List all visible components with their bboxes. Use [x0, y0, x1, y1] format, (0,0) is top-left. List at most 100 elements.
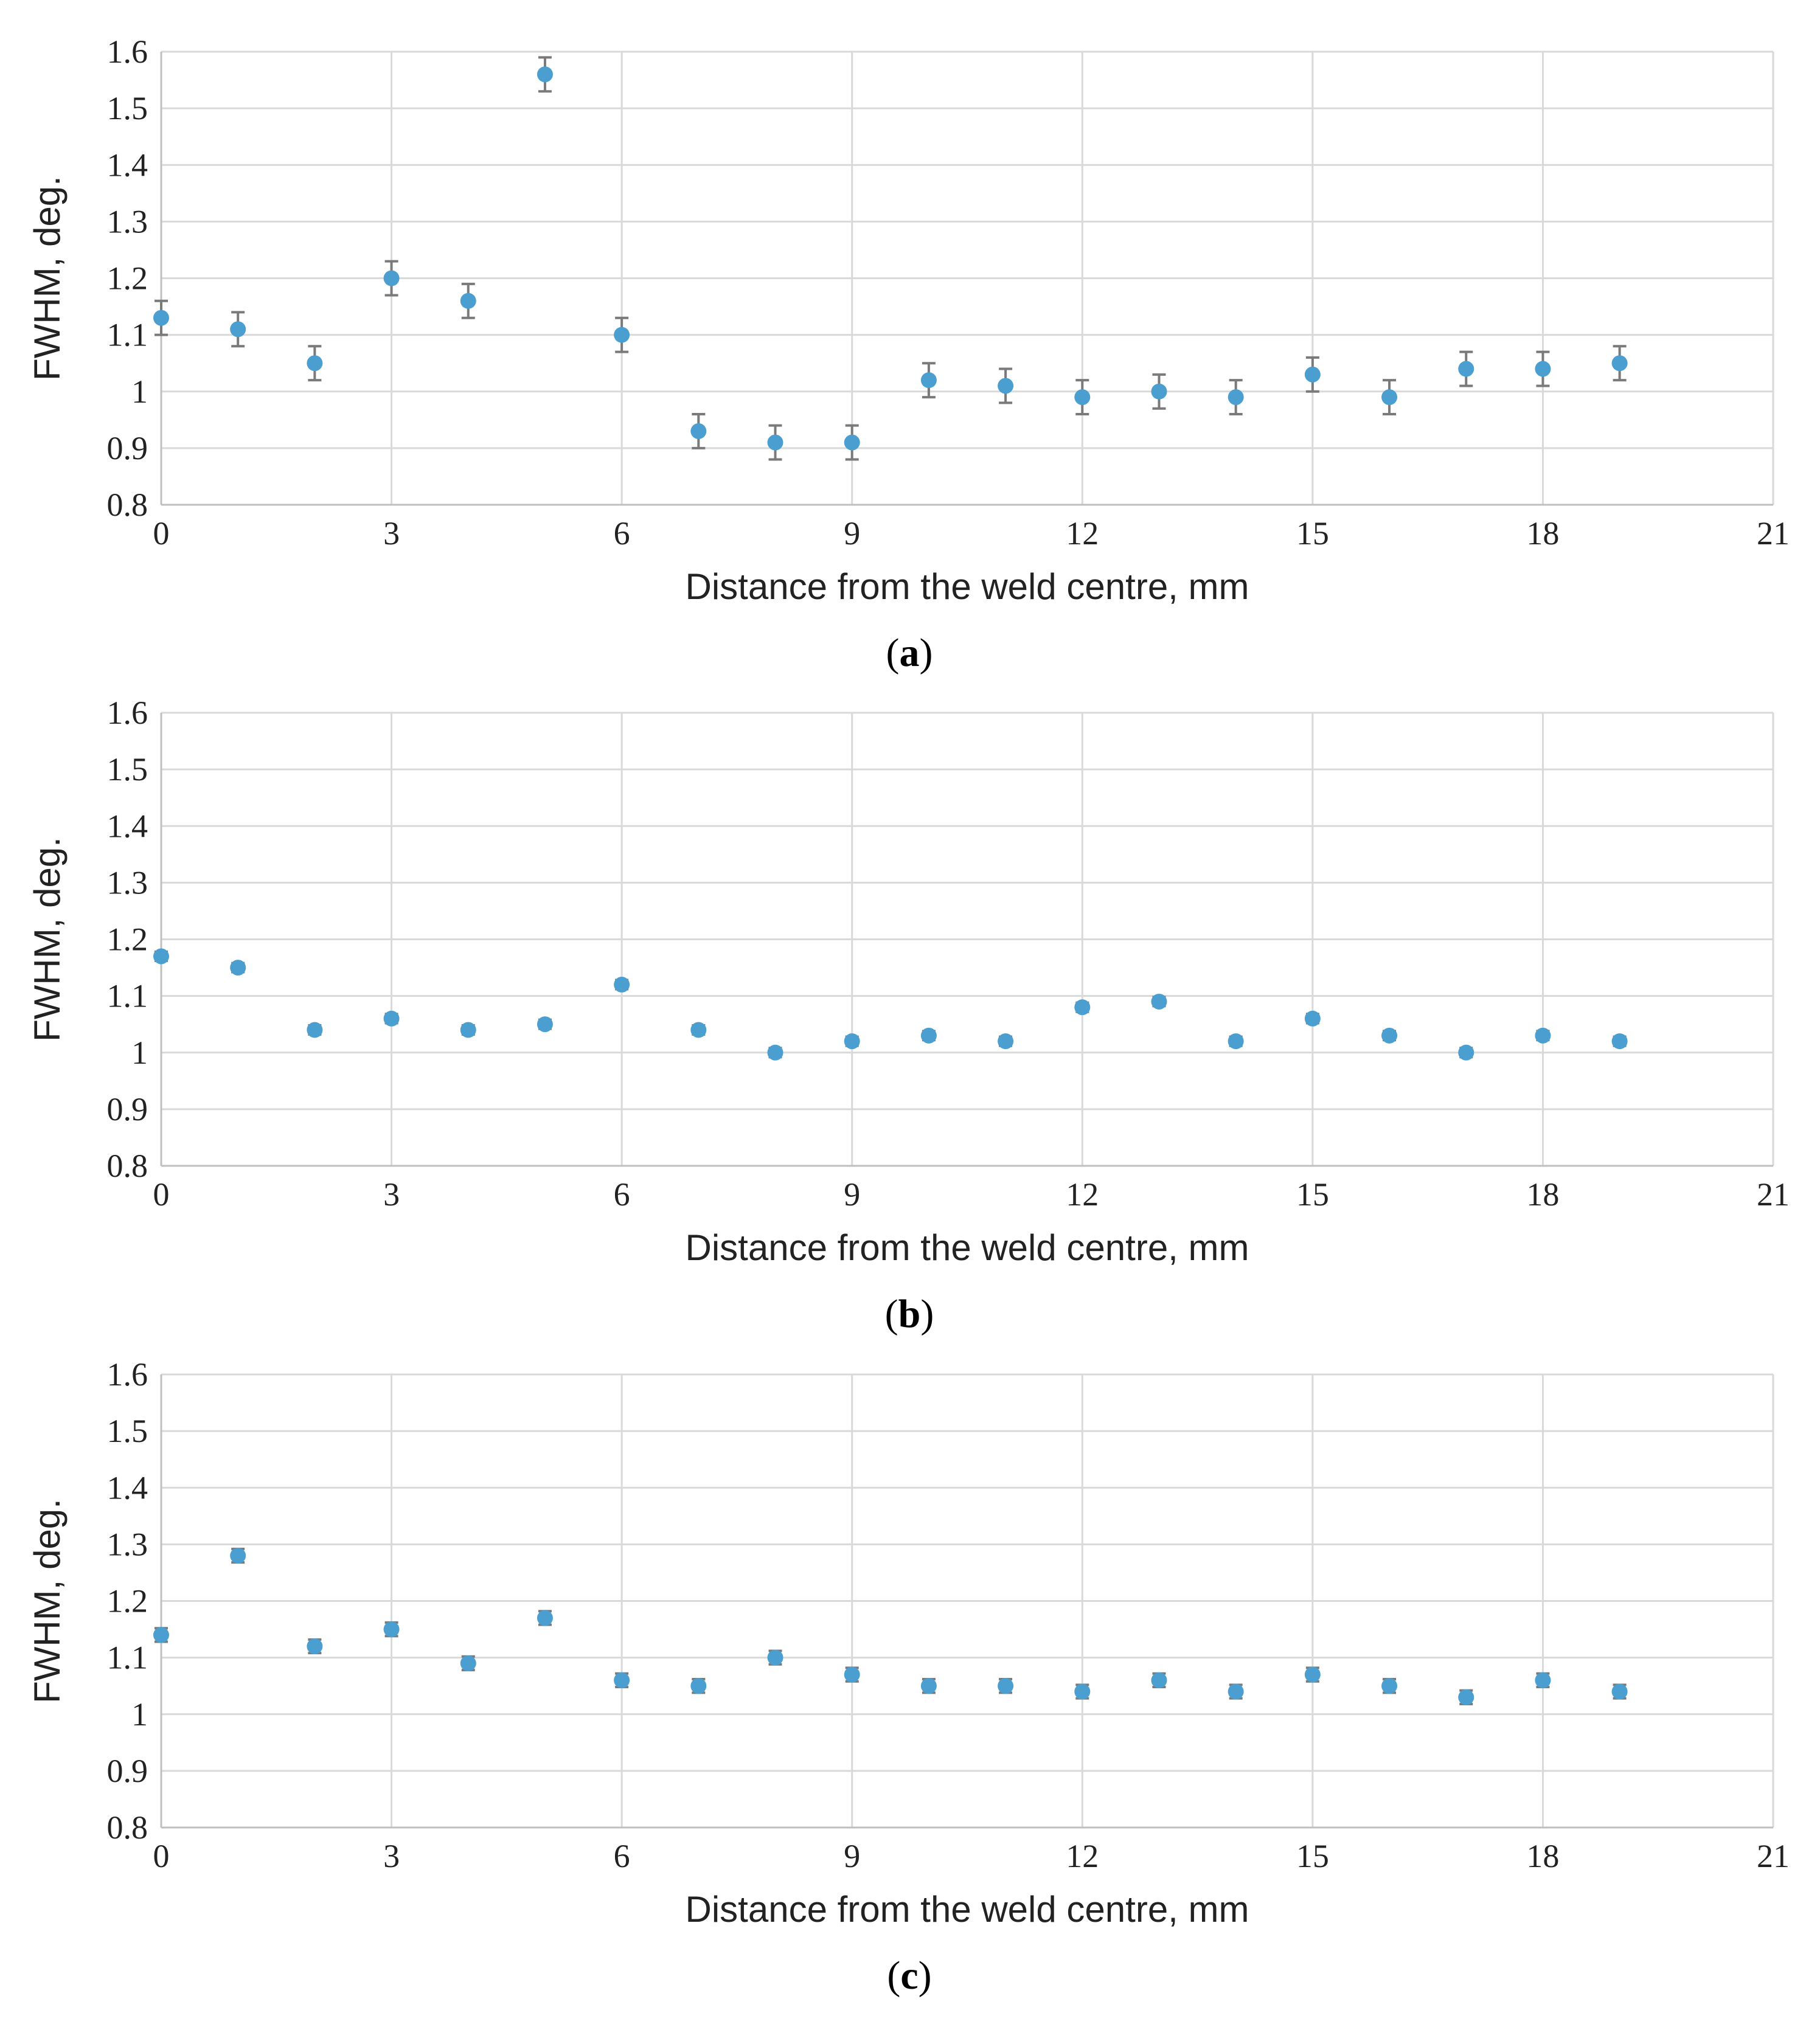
data-point: [1074, 999, 1091, 1016]
y-tick-label: 0.9: [107, 1753, 148, 1789]
data-point-group: [153, 1627, 169, 1643]
data-point: [1151, 1672, 1167, 1688]
data-point-group: [1304, 1010, 1321, 1027]
data-point-group: [998, 1033, 1014, 1050]
x-tick-label: 18: [1526, 515, 1559, 552]
data-point-group: [460, 282, 476, 319]
y-tick-label: 0.8: [107, 487, 148, 523]
data-point: [690, 423, 707, 439]
data-point-group: [1228, 1033, 1244, 1050]
x-tick-label: 12: [1066, 1176, 1099, 1213]
data-point-group: [1074, 379, 1091, 415]
data-point-group: [383, 1010, 400, 1027]
y-tick-label: 1.1: [107, 978, 148, 1014]
data-point-group: [690, 1678, 707, 1694]
data-point-group: [844, 1033, 860, 1050]
data-point-group: [1304, 356, 1321, 393]
data-point: [844, 1666, 860, 1683]
data-point-group: [1535, 1672, 1551, 1689]
data-point: [1304, 1010, 1321, 1027]
y-axis-title: FWHM, deg.: [27, 837, 68, 1042]
panel-label: (b): [885, 1292, 934, 1336]
data-point-group: [460, 1022, 476, 1038]
y-tick-label: 1.5: [107, 751, 148, 788]
data-point-group: [537, 1016, 553, 1033]
x-tick-label: 15: [1296, 1838, 1329, 1874]
x-tick-label: 12: [1066, 1838, 1099, 1874]
data-point: [537, 1610, 553, 1626]
x-tick-label: 21: [1757, 1176, 1790, 1213]
data-point-group: [153, 299, 169, 336]
y-tick-label: 1.2: [107, 1583, 148, 1620]
data-point-group: [844, 424, 860, 461]
y-tick-label: 1.4: [107, 1469, 148, 1506]
y-tick-label: 0.9: [107, 430, 148, 466]
y-tick-label: 1.3: [107, 864, 148, 901]
data-point-group: [998, 1678, 1014, 1694]
data-point: [614, 327, 630, 343]
data-point: [307, 1022, 323, 1038]
data-point: [1381, 389, 1398, 406]
y-axis-title: FWHM, deg.: [27, 1499, 68, 1703]
y-tick-label: 1.2: [107, 260, 148, 297]
data-point: [690, 1678, 707, 1694]
data-point-group: [1535, 1027, 1551, 1044]
data-point-group: [1611, 1683, 1628, 1700]
x-tick-label: 12: [1066, 515, 1099, 552]
x-axis-title: Distance from the weld centre, mm: [686, 1889, 1249, 1930]
data-point-group: [614, 316, 630, 353]
data-point: [230, 1548, 246, 1564]
data-point-group: [1151, 1672, 1167, 1689]
data-point: [998, 378, 1014, 394]
y-tick-label: 1.5: [107, 1413, 148, 1449]
x-tick-label: 15: [1296, 1176, 1329, 1213]
x-tick-label: 3: [383, 515, 400, 552]
data-point-group: [307, 1638, 323, 1655]
data-point-group: [1535, 350, 1551, 387]
x-tick-label: 3: [383, 1176, 400, 1213]
data-point: [998, 1678, 1014, 1694]
data-point: [1458, 1689, 1474, 1705]
x-axis-title: Distance from the weld centre, mm: [686, 1227, 1249, 1268]
data-point-group: [920, 1027, 937, 1044]
x-tick-label: 18: [1526, 1176, 1559, 1213]
data-point-group: [537, 1610, 553, 1626]
data-point: [614, 977, 630, 993]
data-point: [920, 1027, 937, 1044]
y-tick-label: 0.9: [107, 1091, 148, 1128]
x-tick-label: 9: [844, 1176, 860, 1213]
data-point: [844, 1033, 860, 1050]
data-point-group: [230, 311, 246, 348]
y-tick-label: 1.2: [107, 921, 148, 958]
data-point-group: [1228, 379, 1244, 415]
data-point: [1458, 1044, 1474, 1061]
data-point: [920, 372, 937, 389]
data-point: [1381, 1678, 1398, 1694]
y-tick-label: 1: [131, 1696, 148, 1733]
data-point-group: [307, 345, 323, 382]
y-tick-label: 0.8: [107, 1148, 148, 1184]
y-tick-label: 0.8: [107, 1809, 148, 1846]
data-point: [230, 321, 246, 338]
data-point: [537, 66, 553, 83]
data-point: [1458, 361, 1474, 377]
data-point: [1074, 389, 1091, 406]
x-tick-label: 21: [1757, 515, 1790, 552]
data-point: [767, 1649, 783, 1666]
data-point: [383, 270, 400, 286]
data-point-group: [767, 424, 783, 461]
x-tick-label: 0: [153, 1176, 170, 1213]
data-point: [383, 1010, 400, 1027]
data-point-group: [690, 413, 707, 449]
chart-panel-b: 0.8 0.9 1 1.1 1.2 1.3 1.4 1.5 1.6 0 3 6 9 12 15 18 21 Dis…: [27, 695, 1790, 1336]
data-point-group: [1458, 350, 1474, 387]
data-point: [153, 310, 169, 326]
data-point-group: [920, 1678, 937, 1694]
data-point-group: [1228, 1683, 1244, 1700]
y-tick-label: 1.6: [107, 33, 148, 70]
y-tick-label: 1.6: [107, 1356, 148, 1393]
data-point-group: [844, 1666, 860, 1683]
data-point: [1074, 1683, 1091, 1700]
panel-label: (a): [886, 631, 933, 675]
x-tick-label: 9: [844, 515, 860, 552]
